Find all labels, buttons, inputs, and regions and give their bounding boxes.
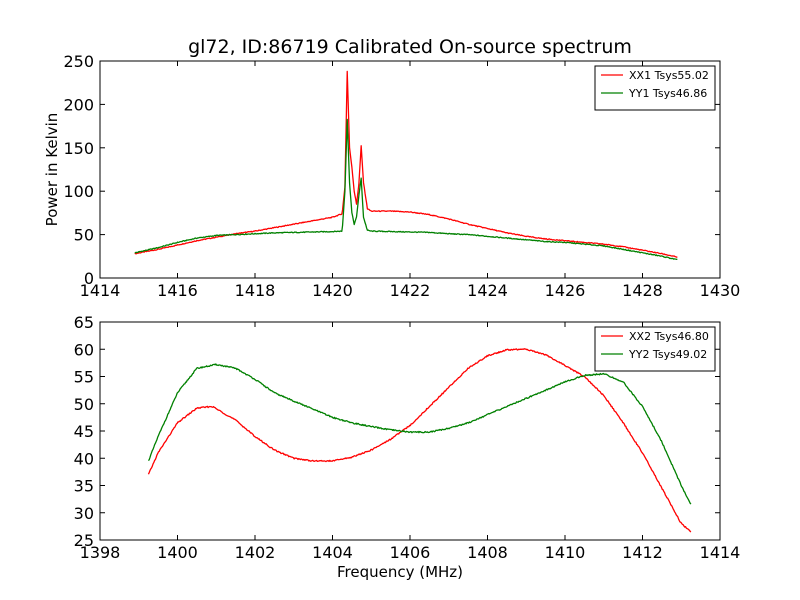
y-tick-label: 30 (74, 504, 94, 523)
x-tick-label: 1418 (235, 281, 276, 300)
figure-title: gl72, ID:86719 Calibrated On-source spec… (188, 36, 632, 58)
y-tick-label: 50 (74, 226, 94, 245)
x-tick-label: 1400 (157, 543, 198, 562)
y-tick-label: 65 (74, 313, 94, 332)
legend-box (594, 326, 716, 372)
legend-box (594, 65, 716, 111)
y-tick-label: 100 (63, 182, 94, 201)
y-tick-label: 60 (74, 340, 94, 359)
x-tick-label: 1408 (467, 543, 508, 562)
x-tick-label: 1428 (622, 281, 663, 300)
x-tick-label: 1404 (312, 543, 353, 562)
y-tick-label: 35 (74, 477, 94, 496)
y-tick-label: 40 (74, 449, 94, 468)
y-tick-label: 0 (84, 269, 94, 288)
y-tick-label: 25 (74, 531, 94, 550)
x-tick-label: 1416 (157, 281, 198, 300)
legend: XX2 Tsys46.80 YY2 Tsys49.02 (594, 326, 716, 372)
legend-entry: XX1 Tsys55.02 (629, 69, 709, 82)
chart-panel-top: 1414 1416 1418 1420 1422 1424 1426 1428 1430 0 50 1… (43, 52, 740, 300)
x-tick-label: 1412 (622, 543, 663, 562)
x-tick-label: 1414 (80, 281, 121, 300)
x-tick-label: 1406 (390, 543, 431, 562)
y-tick-label: 45 (74, 422, 94, 441)
chart-panels: 1414 1416 1418 1420 1422 1424 1426 1428 14300501… (43, 52, 740, 581)
y-tick-label: 150 (63, 139, 94, 158)
y-tick-label: 50 (74, 395, 94, 414)
x-tick-label: 1424 (467, 281, 508, 300)
x-tick-label: 1426 (545, 281, 586, 300)
x-tick-label: 1414 (700, 543, 741, 562)
x-tick-label: 1398 (80, 543, 121, 562)
series-line-yy2 (147, 363, 692, 505)
legend-entry: YY1 Tsys46.86 (628, 87, 707, 100)
series-line-yy1 (134, 118, 678, 261)
series-line-xx2 (147, 348, 692, 533)
y-axis-label: Power in Kelvin (43, 113, 61, 227)
legend-entry: XX2 Tsys46.80 (629, 330, 709, 343)
y-tick-label: 200 (63, 95, 94, 114)
x-tick-label: 1402 (235, 543, 276, 562)
legend-entry: YY2 Tsys49.02 (628, 348, 707, 361)
x-axis-label: Frequency (MHz) (337, 563, 463, 581)
chart-panel-bottom: 1398 1400 1402 1404 1406 1408 1410 1412 1414 25 30… (74, 313, 741, 581)
y-tick-label: 250 (63, 52, 94, 71)
x-tick-label: 1422 (390, 281, 431, 300)
y-tick-label: 55 (74, 368, 94, 387)
x-tick-label: 1430 (700, 281, 741, 300)
x-tick-label: 1420 (312, 281, 353, 300)
x-tick-label: 1410 (545, 543, 586, 562)
legend: XX1 Tsys55.02 YY1 Tsys46.86 (594, 65, 716, 111)
